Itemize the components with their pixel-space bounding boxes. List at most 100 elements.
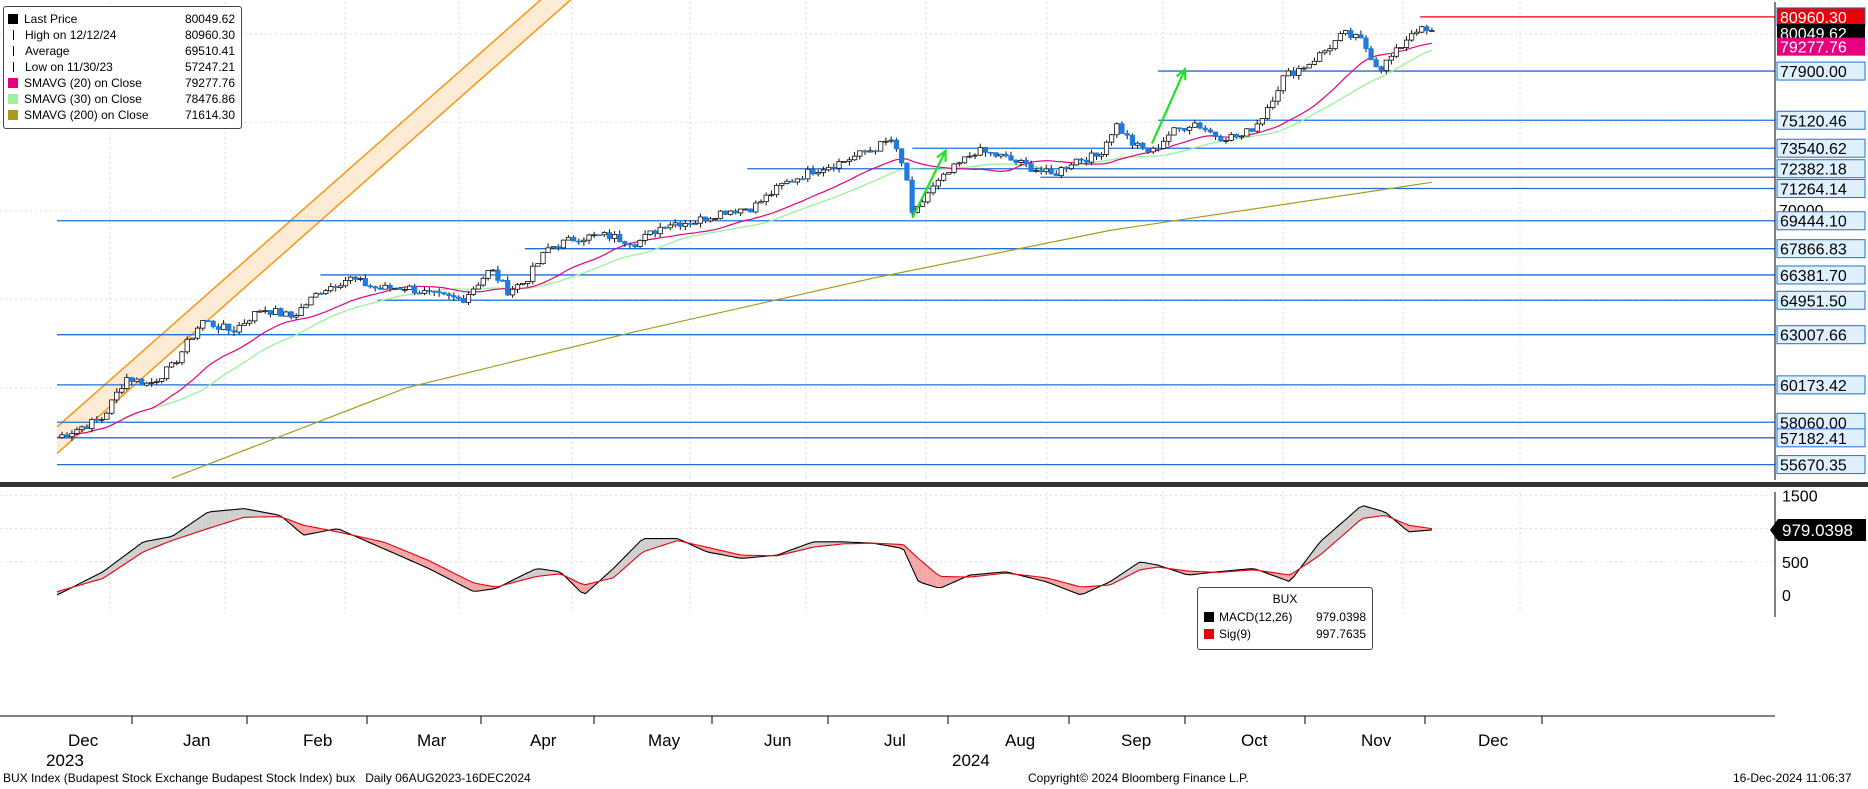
- candle-body: [758, 201, 764, 204]
- candle-body: [774, 185, 780, 196]
- legend-value: 71614.30: [184, 108, 235, 122]
- macd-hist-fill: [173, 532, 179, 540]
- candle-body: [475, 284, 481, 290]
- candle-body: [831, 166, 837, 169]
- candle-body: [601, 232, 607, 236]
- candle-body: [930, 185, 936, 194]
- candle-body: [1403, 39, 1410, 48]
- candle-body: [540, 252, 546, 265]
- candle-body: [555, 246, 561, 249]
- candle-body: [74, 429, 80, 434]
- legend-swatch: [8, 94, 18, 104]
- candle-body: [586, 234, 592, 241]
- candle-body: [1275, 90, 1281, 102]
- candle-body: [436, 291, 442, 294]
- macd-legend-title: BUX: [1272, 592, 1298, 606]
- legend-swatch: [8, 14, 18, 24]
- macd-hist-fill: [437, 564, 442, 576]
- macd-hist-fill: [234, 509, 240, 521]
- candle-body: [717, 210, 724, 219]
- candle-body: [535, 263, 541, 267]
- candle-body: [283, 311, 289, 317]
- macd-hist-fill: [295, 522, 300, 532]
- candle-body: [748, 208, 754, 213]
- candle-body: [377, 287, 383, 290]
- candle-body: [1270, 100, 1276, 108]
- macd-hist-fill: [485, 585, 491, 590]
- legend-row-sma200: SMAVG (200) on Close 71614.30: [8, 107, 235, 123]
- macd-hist-fill: [1111, 577, 1116, 585]
- candle-body: [1073, 158, 1079, 166]
- candle-body: [1103, 141, 1110, 155]
- x-axis-month-label: Jan: [183, 731, 210, 750]
- candle-body: [1053, 173, 1059, 177]
- macd-series-value: 979.0398: [1315, 609, 1366, 624]
- legend-label: SMAVG (30) on Close: [24, 92, 142, 106]
- candle-body: [134, 378, 140, 382]
- macd-hist-fill: [658, 538, 664, 547]
- candle-body: [241, 322, 247, 326]
- macd-hist-fill: [151, 539, 156, 549]
- candle-body: [397, 287, 403, 290]
- sma-200-path: [171, 181, 1432, 479]
- candle-body: [841, 160, 847, 163]
- x-axis-month-label: Dec: [68, 731, 99, 750]
- candle-body: [581, 239, 587, 243]
- macd-hist-fill: [955, 576, 961, 582]
- candle-body: [606, 232, 613, 239]
- candle-body: [1353, 34, 1359, 38]
- macd-hist-fill: [654, 538, 659, 549]
- macd-hist-fill: [576, 581, 581, 593]
- candle-body: [124, 377, 130, 389]
- candle-body: [505, 279, 511, 296]
- candle-body: [1135, 142, 1141, 146]
- macd-hist-fill: [248, 509, 254, 518]
- macd-hist-fill: [1409, 525, 1414, 532]
- macd-hist-fill: [932, 570, 937, 588]
- candle-body: [1033, 170, 1039, 173]
- candle-body: [470, 288, 477, 295]
- candle-body: [662, 226, 668, 229]
- macd-hist-fill: [1381, 510, 1387, 516]
- candle-body: [1259, 118, 1265, 125]
- legend-row-high: High on 12/12/24 80960.30: [8, 27, 235, 43]
- candle-body: [1296, 67, 1302, 76]
- macd-hist-fill: [446, 569, 451, 580]
- candle-body: [702, 216, 709, 222]
- candle-body: [789, 180, 795, 183]
- candle-body: [878, 141, 884, 152]
- candle-body: [109, 399, 115, 414]
- candle-body: [1424, 26, 1430, 32]
- candle-body: [1398, 47, 1405, 49]
- macd-hist-fill: [1377, 509, 1382, 517]
- macd-hist-fill: [459, 575, 464, 587]
- candle-body: [857, 150, 863, 157]
- candle-body: [500, 279, 506, 282]
- candle-body: [236, 324, 242, 333]
- candle-body: [318, 293, 324, 295]
- candle-body: [298, 307, 304, 316]
- macd-hist-fill: [640, 538, 646, 554]
- candle-body: [1343, 30, 1349, 35]
- macd-hist-fill: [548, 570, 554, 576]
- candle-body: [519, 283, 526, 286]
- macd-hist-fill: [304, 525, 309, 536]
- macd-hist-fill: [1372, 508, 1378, 518]
- sma-20-line: [56, 42, 1433, 439]
- candle-body: [1114, 123, 1120, 136]
- x-axis-month-label: Feb: [303, 731, 332, 750]
- level-tag-label: 80960.30: [1780, 10, 1847, 27]
- macd-hist-fill: [521, 573, 526, 581]
- candle-body: [226, 323, 232, 332]
- macd-hist-fill: [472, 582, 477, 592]
- macd-hist-fill: [917, 558, 923, 584]
- candle-body: [1337, 33, 1343, 41]
- candle-body: [514, 284, 521, 290]
- candle-body: [565, 236, 572, 241]
- candle-body: [1311, 60, 1317, 65]
- panel-divider-bar: [0, 482, 1868, 487]
- macd-hist-fill: [290, 520, 296, 529]
- legend-swatch: [13, 62, 19, 72]
- macd-hist-fill: [192, 519, 198, 534]
- candle-body: [972, 154, 978, 157]
